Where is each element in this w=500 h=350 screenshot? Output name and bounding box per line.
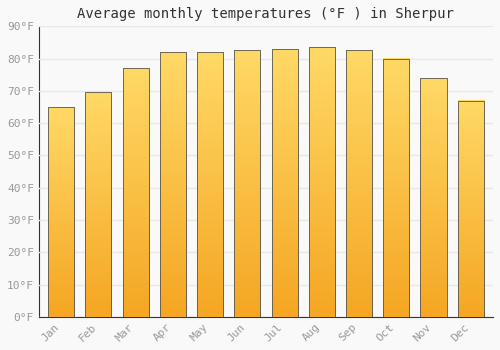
Title: Average monthly temperatures (°F ) in Sherpur: Average monthly temperatures (°F ) in Sh… <box>78 7 454 21</box>
Bar <box>420 78 446 317</box>
Bar <box>160 52 186 317</box>
Bar <box>346 50 372 317</box>
Bar <box>122 68 148 317</box>
Bar <box>86 92 112 317</box>
Bar <box>234 50 260 317</box>
Bar <box>197 52 223 317</box>
Bar <box>383 58 409 317</box>
Bar <box>48 107 74 317</box>
Bar <box>458 100 483 317</box>
Bar <box>308 47 335 317</box>
Bar <box>272 49 297 317</box>
